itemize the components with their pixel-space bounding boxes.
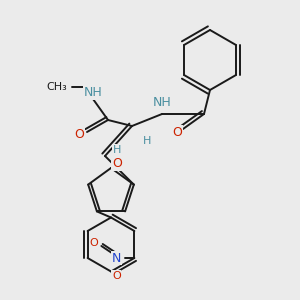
Text: H: H: [113, 145, 121, 155]
Text: H: H: [143, 136, 151, 146]
Text: O: O: [75, 128, 84, 142]
Text: O: O: [89, 238, 98, 248]
Text: O: O: [172, 125, 182, 139]
Text: O: O: [112, 157, 122, 170]
Text: NH: NH: [84, 86, 102, 100]
Text: CH₃: CH₃: [47, 82, 68, 92]
Text: O: O: [112, 271, 121, 281]
Text: NH: NH: [153, 95, 171, 109]
Text: N: N: [112, 251, 121, 265]
